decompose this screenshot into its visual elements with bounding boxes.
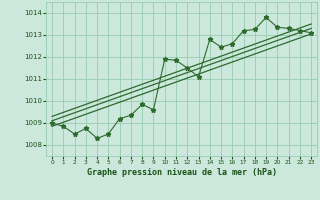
- X-axis label: Graphe pression niveau de la mer (hPa): Graphe pression niveau de la mer (hPa): [87, 168, 276, 177]
